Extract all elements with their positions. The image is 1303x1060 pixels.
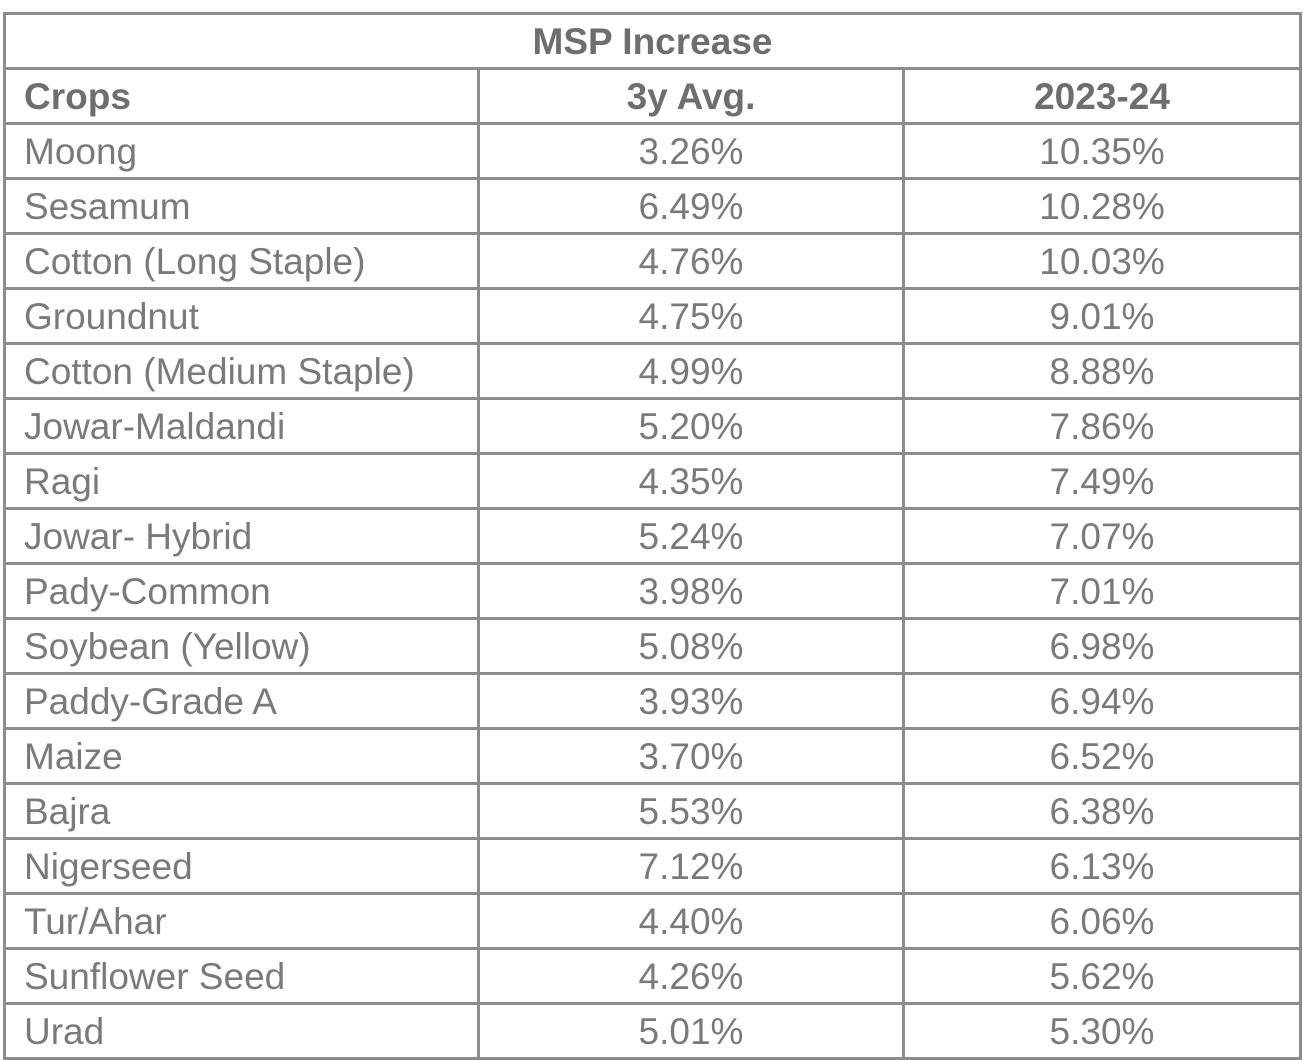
avg-3y-cell: 4.26% — [477, 947, 905, 1005]
value-2023-24-cell: 5.30% — [901, 1002, 1303, 1060]
title-row: MSP Increase — [2, 12, 1303, 70]
crop-name-cell: Cotton (Medium Staple) — [3, 342, 480, 400]
avg-3y-cell: 4.75% — [477, 287, 905, 345]
avg-3y-cell: 7.12% — [477, 837, 905, 895]
avg-3y-cell: 4.40% — [477, 892, 905, 950]
table-row: Moong 3.26% 10.35% — [3, 122, 1303, 180]
value-2023-24-cell: 7.86% — [901, 397, 1303, 455]
avg-3y-cell: 3.26% — [477, 122, 905, 180]
crop-name-cell: Pady-Common — [3, 562, 480, 620]
value-2023-24-cell: 6.38% — [901, 782, 1303, 840]
avg-3y-cell: 4.76% — [477, 232, 905, 290]
value-2023-24-cell: 6.06% — [901, 892, 1303, 950]
table-row: Cotton (Medium Staple) 4.99% 8.88% — [3, 342, 1303, 400]
crop-name-cell: Sesamum — [3, 177, 480, 235]
table-row: Urad 5.01% 5.30% — [3, 1002, 1303, 1060]
avg-3y-cell: 5.24% — [477, 507, 905, 565]
avg-3y-cell: 3.70% — [477, 727, 905, 785]
avg-3y-cell: 5.20% — [477, 397, 905, 455]
table-row: Sunflower Seed 4.26% 5.62% — [3, 947, 1303, 1005]
table-row: Paddy-Grade A 3.93% 6.94% — [3, 672, 1303, 730]
header-row: Crops 3y Avg. 2023-24 — [3, 67, 1303, 125]
table-row: Sesamum 6.49% 10.28% — [3, 177, 1303, 235]
table-title: MSP Increase — [2, 12, 1303, 70]
crop-name-cell: Ragi — [3, 452, 480, 510]
crop-name-cell: Soybean (Yellow) — [3, 617, 480, 675]
header-3y-avg: 3y Avg. — [477, 67, 905, 125]
table-row: Jowar- Hybrid 5.24% 7.07% — [3, 507, 1303, 565]
avg-3y-cell: 5.08% — [477, 617, 905, 675]
value-2023-24-cell: 7.07% — [901, 507, 1303, 565]
crop-name-cell: Groundnut — [3, 287, 480, 345]
table-row: Pady-Common 3.98% 7.01% — [3, 562, 1303, 620]
avg-3y-cell: 6.49% — [477, 177, 905, 235]
table-row: Soybean (Yellow) 5.08% 6.98% — [3, 617, 1303, 675]
avg-3y-cell: 5.53% — [477, 782, 905, 840]
value-2023-24-cell: 6.52% — [901, 727, 1303, 785]
crop-name-cell: Paddy-Grade A — [3, 672, 480, 730]
table-row: Cotton (Long Staple) 4.76% 10.03% — [3, 232, 1303, 290]
avg-3y-cell: 3.93% — [477, 672, 905, 730]
table-row: Tur/Ahar 4.40% 6.06% — [3, 892, 1303, 950]
value-2023-24-cell: 7.01% — [901, 562, 1303, 620]
crop-name-cell: Cotton (Long Staple) — [3, 232, 480, 290]
avg-3y-cell: 5.01% — [477, 1002, 905, 1060]
value-2023-24-cell: 6.98% — [901, 617, 1303, 675]
table-row: Ragi 4.35% 7.49% — [3, 452, 1303, 510]
table-row: Nigerseed 7.12% 6.13% — [3, 837, 1303, 895]
value-2023-24-cell: 8.88% — [901, 342, 1303, 400]
value-2023-24-cell: 9.01% — [901, 287, 1303, 345]
crop-name-cell: Maize — [3, 727, 480, 785]
avg-3y-cell: 4.99% — [477, 342, 905, 400]
value-2023-24-cell: 10.28% — [901, 177, 1303, 235]
avg-3y-cell: 4.35% — [477, 452, 905, 510]
table-row: Maize 3.70% 6.52% — [3, 727, 1303, 785]
header-crops: Crops — [3, 67, 480, 125]
msp-increase-table: MSP Increase Crops 3y Avg. 2023-24 Moong… — [2, 12, 1303, 1060]
value-2023-24-cell: 10.03% — [901, 232, 1303, 290]
table-row: Bajra 5.53% 6.38% — [3, 782, 1303, 840]
value-2023-24-cell: 6.13% — [901, 837, 1303, 895]
crop-name-cell: Tur/Ahar — [3, 892, 480, 950]
value-2023-24-cell: 5.62% — [901, 947, 1303, 1005]
table-row: Jowar-Maldandi 5.20% 7.86% — [3, 397, 1303, 455]
value-2023-24-cell: 7.49% — [901, 452, 1303, 510]
value-2023-24-cell: 10.35% — [901, 122, 1303, 180]
crop-name-cell: Bajra — [3, 782, 480, 840]
crop-name-cell: Urad — [3, 1002, 480, 1060]
crop-name-cell: Moong — [3, 122, 480, 180]
header-2023-24: 2023-24 — [901, 67, 1303, 125]
crop-name-cell: Nigerseed — [3, 837, 480, 895]
table-row: Groundnut 4.75% 9.01% — [3, 287, 1303, 345]
avg-3y-cell: 3.98% — [477, 562, 905, 620]
crop-name-cell: Jowar-Maldandi — [3, 397, 480, 455]
crop-name-cell: Sunflower Seed — [3, 947, 480, 1005]
crop-name-cell: Jowar- Hybrid — [3, 507, 480, 565]
value-2023-24-cell: 6.94% — [901, 672, 1303, 730]
table-body: Moong 3.26% 10.35% Sesamum 6.49% 10.28% Cotton… — [3, 122, 1303, 1060]
